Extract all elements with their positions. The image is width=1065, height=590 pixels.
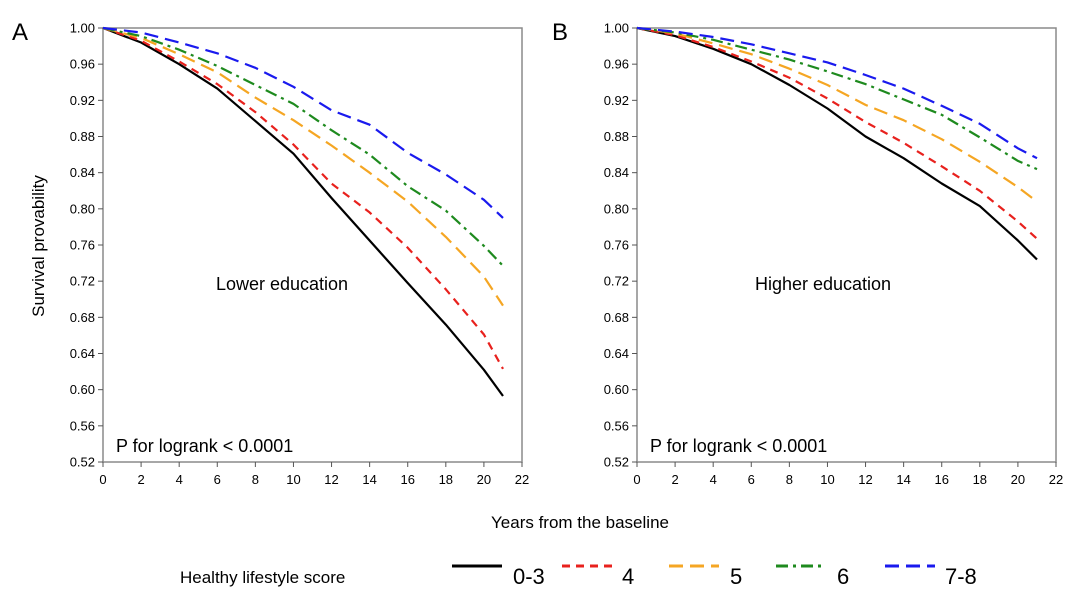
y-axis-title: Survival provability	[29, 175, 48, 317]
y-tick-label: 0.96	[604, 57, 629, 72]
x-tick-label: 22	[1049, 472, 1063, 487]
legend: Healthy lifestyle score 0-3 4 5 6 7-8	[180, 564, 977, 589]
x-tick-label: 18	[439, 472, 453, 487]
panel-b: 0.52 0.56 0.60 0.64 0.68 0.72 0.76 0.80 0.84 0.88…	[552, 19, 1063, 487]
x-tick-label: 8	[786, 472, 793, 487]
x-tick-label: 2	[671, 472, 678, 487]
panel-label: A	[12, 19, 28, 46]
x-tick-label: 22	[515, 472, 529, 487]
y-tick-label: 0.80	[70, 201, 95, 216]
y-tick-label: 1.00	[70, 21, 95, 36]
y-tick-label: 0.52	[604, 455, 629, 470]
pvalue-text: P for logrank < 0.0001	[650, 436, 827, 456]
x-tick-label: 6	[214, 472, 221, 487]
series-line-7-8	[636, 26, 1038, 160]
pvalue-text: P for logrank < 0.0001	[116, 436, 293, 456]
x-tick-label: 2	[137, 472, 144, 487]
x-tick-label: 10	[820, 472, 834, 487]
x-tick-label: 6	[748, 472, 755, 487]
series-line-0-3	[102, 26, 504, 397]
series-line-4	[636, 26, 1038, 240]
y-tick-label: 0.96	[70, 57, 95, 72]
y-tick-label: 0.92	[70, 93, 95, 108]
y-tick-label: 0.64	[604, 346, 629, 361]
x-tick-label: 0	[633, 472, 640, 487]
x-tick-label: 4	[176, 472, 183, 487]
y-tick-label: 0.60	[604, 382, 629, 397]
y-tick-label: 1.00	[604, 21, 629, 36]
plot-frame	[636, 27, 1057, 463]
x-axis-title: Years from the baseline	[491, 513, 669, 532]
y-tick-label: 0.76	[70, 238, 95, 253]
y-tick-label: 0.76	[604, 238, 629, 253]
legend-label-7-8: 7-8	[945, 564, 977, 589]
y-tick-label: 0.64	[70, 346, 95, 361]
y-tick-label: 0.60	[70, 382, 95, 397]
series-line-7-8	[102, 26, 504, 219]
panel-label: B	[552, 19, 568, 46]
legend-title: Healthy lifestyle score	[180, 568, 345, 587]
y-tick-label: 0.84	[604, 165, 629, 180]
x-tick-label: 14	[362, 472, 376, 487]
y-tick-label: 0.72	[70, 274, 95, 289]
legend-label-5: 5	[730, 564, 742, 589]
series-line-5	[102, 26, 504, 307]
series-line-6	[102, 26, 504, 267]
y-tick-label: 0.88	[70, 129, 95, 144]
legend-label-0-3: 0-3	[513, 564, 545, 589]
y-tick-label: 0.88	[604, 129, 629, 144]
legend-label-4: 4	[622, 564, 634, 589]
x-tick-label: 16	[400, 472, 414, 487]
y-tick-label: 0.68	[70, 310, 95, 325]
panel-a: 0.52 0.56 0.60 0.64 0.68 0.72 0.76 0.80 0.84 0.88…	[12, 19, 529, 487]
y-tick-label: 0.80	[604, 201, 629, 216]
x-tick-label: 20	[1011, 472, 1025, 487]
y-tick-label: 0.92	[604, 93, 629, 108]
series-line-4	[102, 26, 504, 370]
x-tick-label: 10	[286, 472, 300, 487]
series-line-0-3	[636, 26, 1038, 261]
y-tick-label: 0.68	[604, 310, 629, 325]
y-tick-label: 0.56	[70, 418, 95, 433]
x-tick-label: 4	[710, 472, 717, 487]
plot-frame	[102, 27, 523, 463]
x-tick-label: 16	[934, 472, 948, 487]
y-tick-label: 0.84	[70, 165, 95, 180]
panel-annotation: Higher education	[755, 274, 891, 294]
x-tick-label: 12	[324, 472, 338, 487]
x-tick-label: 8	[252, 472, 259, 487]
panel-annotation: Lower education	[216, 274, 348, 294]
x-tick-label: 14	[896, 472, 910, 487]
series-line-6	[636, 26, 1038, 171]
x-tick-label: 20	[477, 472, 491, 487]
x-tick-label: 12	[858, 472, 872, 487]
legend-label-6: 6	[837, 564, 849, 589]
y-tick-label: 0.56	[604, 418, 629, 433]
y-tick-label: 0.72	[604, 274, 629, 289]
y-tick-label: 0.52	[70, 455, 95, 470]
series-line-5	[636, 26, 1038, 203]
x-tick-label: 18	[973, 472, 987, 487]
x-tick-label: 0	[99, 472, 106, 487]
